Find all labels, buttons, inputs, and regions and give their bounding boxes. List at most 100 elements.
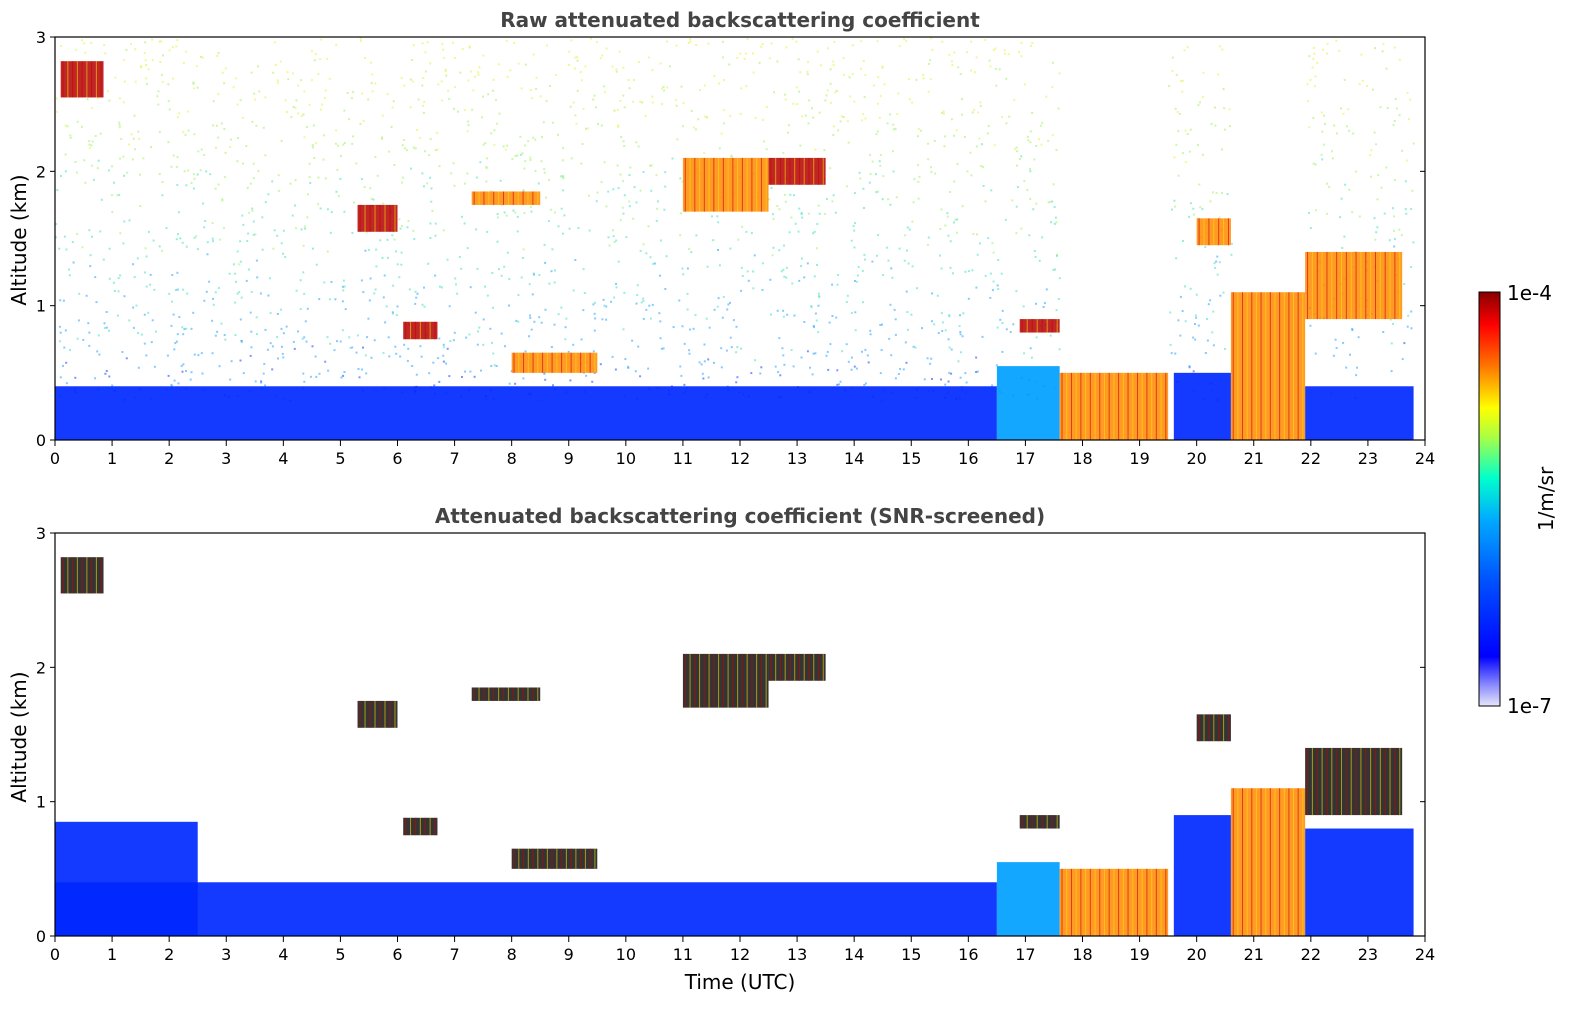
noise-point (692, 126, 695, 129)
noise-point (1409, 98, 1412, 101)
noise-point (812, 352, 815, 355)
noise-point (1410, 266, 1413, 268)
noise-point (992, 280, 995, 283)
noise-point (1385, 67, 1388, 70)
noise-point (739, 112, 742, 115)
noise-point (828, 321, 831, 324)
noise-point (970, 174, 973, 177)
x-tick-label: 24 (1415, 945, 1435, 964)
cloud-layer-fill (768, 653, 826, 681)
cloud-layer (1230, 788, 1306, 936)
noise-point (892, 170, 895, 173)
noise-point (806, 262, 809, 265)
noise-point (768, 198, 771, 201)
noise-point (524, 350, 527, 353)
x-tick-label: 19 (1129, 945, 1149, 964)
noise-point (142, 157, 145, 160)
noise-point (720, 132, 723, 135)
noise-point (1192, 207, 1195, 210)
noise-point (773, 91, 775, 94)
noise-point (918, 175, 921, 178)
noise-point (349, 346, 352, 349)
noise-point (837, 129, 840, 132)
noise-point (1042, 306, 1045, 308)
noise-point (506, 144, 509, 147)
noise-point (975, 371, 978, 373)
noise-point (320, 38, 323, 41)
noise-point (762, 140, 765, 143)
noise-point (400, 225, 403, 227)
noise-point (835, 316, 838, 319)
noise-point (1341, 247, 1344, 249)
noise-point (754, 116, 757, 119)
x-tick-label: 5 (335, 449, 345, 468)
noise-point (1366, 85, 1369, 87)
noise-point (878, 116, 881, 119)
noise-point (478, 326, 481, 329)
noise-point (240, 340, 243, 342)
noise-point (419, 345, 422, 348)
noise-point (947, 338, 950, 341)
noise-point (816, 264, 818, 266)
noise-point (384, 321, 387, 324)
noise-point (975, 56, 978, 59)
noise-point (615, 239, 618, 242)
noise-point (469, 286, 472, 289)
noise-point (825, 198, 828, 200)
noise-point (116, 194, 119, 197)
x-tick-label: 13 (787, 449, 807, 468)
noise-point (229, 378, 232, 381)
noise-point (1184, 129, 1187, 132)
noise-point (651, 101, 654, 104)
noise-point (890, 267, 893, 270)
noise-point (391, 106, 394, 109)
noise-point (211, 222, 214, 225)
noise-point (933, 140, 936, 142)
noise-point (239, 99, 242, 102)
noise-point (970, 69, 973, 72)
noise-point (236, 250, 239, 253)
screened-y-axis-label: Altitude (km) (7, 671, 31, 802)
noise-point (806, 350, 809, 353)
noise-point (528, 335, 530, 338)
noise-point (171, 46, 174, 49)
noise-point (903, 38, 906, 41)
noise-point (713, 361, 715, 364)
noise-point (800, 356, 803, 359)
noise-point (176, 333, 179, 336)
noise-point (1335, 347, 1338, 349)
noise-point (280, 327, 283, 330)
noise-point (508, 278, 511, 280)
noise-point (412, 44, 415, 47)
noise-point (798, 207, 801, 210)
noise-point (416, 292, 419, 295)
noise-point (1376, 226, 1379, 229)
noise-point (223, 176, 226, 179)
noise-point (655, 219, 658, 222)
low-signal-region (1305, 828, 1414, 936)
noise-point (118, 123, 121, 126)
noise-point (814, 312, 817, 315)
x-tick-label: 5 (335, 945, 345, 964)
noise-point (255, 124, 258, 127)
noise-point (1029, 141, 1032, 144)
x-tick-label: 6 (392, 449, 402, 468)
noise-point (407, 347, 410, 350)
noise-point (1392, 322, 1394, 325)
noise-point (62, 299, 65, 302)
noise-point (348, 336, 351, 339)
noise-point (1206, 339, 1209, 342)
noise-point (990, 189, 993, 192)
noise-point (557, 313, 560, 316)
noise-point (211, 237, 214, 240)
noise-point (453, 86, 456, 88)
noise-point (262, 126, 265, 129)
noise-point (441, 42, 444, 45)
noise-point (202, 202, 204, 205)
noise-point (845, 185, 848, 188)
noise-point (725, 349, 728, 352)
noise-point (855, 367, 858, 370)
noise-point (832, 60, 835, 63)
noise-point (583, 292, 586, 294)
noise-point (704, 115, 707, 118)
